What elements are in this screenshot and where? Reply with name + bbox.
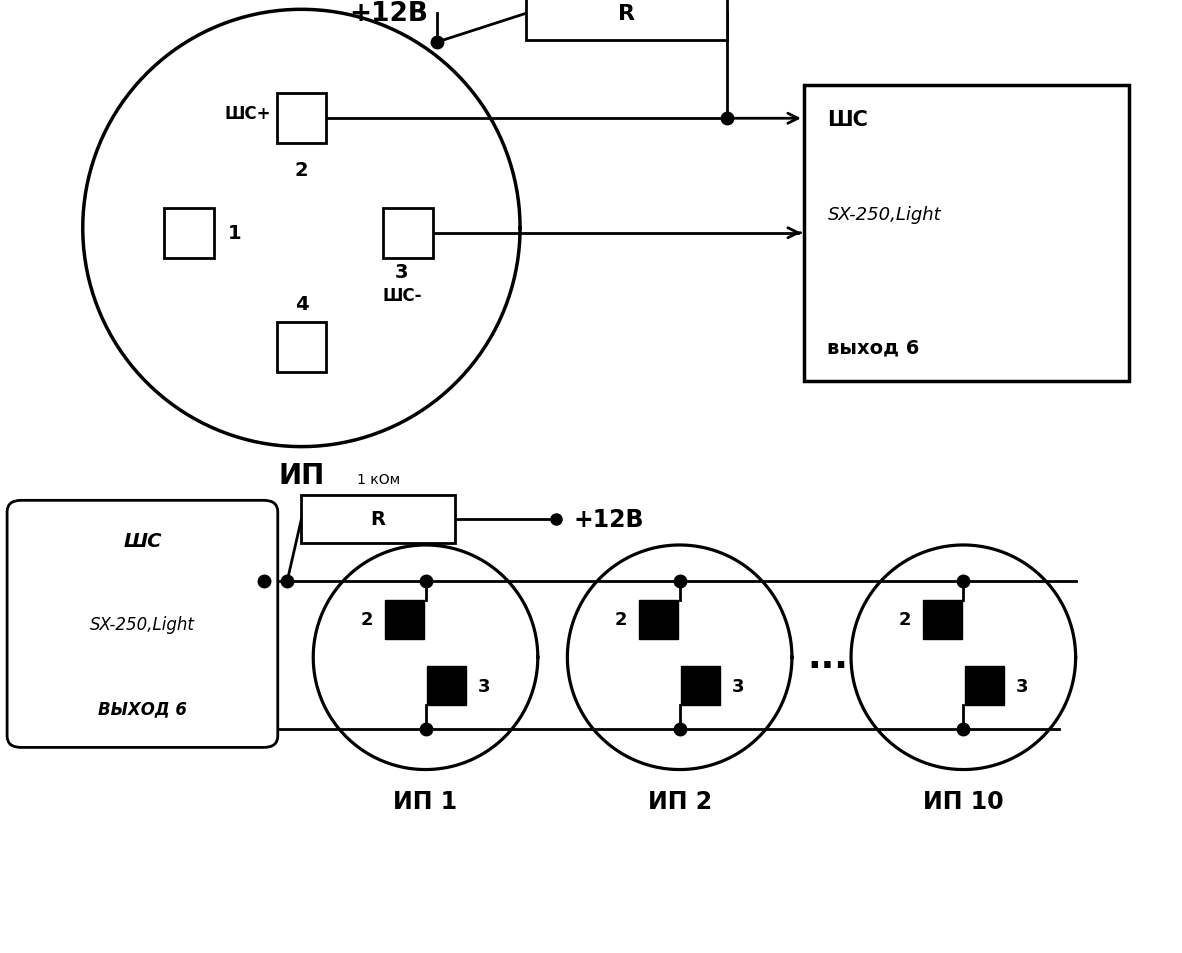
Bar — [681, 667, 721, 705]
Text: 1 кОм: 1 кОм — [357, 472, 400, 486]
Text: выход 6: выход 6 — [827, 338, 920, 357]
Bar — [277, 323, 326, 373]
Text: ИП 2: ИП 2 — [648, 789, 712, 813]
Text: 3: 3 — [732, 678, 745, 695]
Bar — [384, 600, 423, 639]
Text: 3: 3 — [395, 263, 408, 282]
Text: ВЫХОД 6: ВЫХОД 6 — [98, 700, 187, 718]
Text: 2: 2 — [898, 611, 910, 628]
Bar — [965, 667, 1005, 705]
Text: ШС+: ШС+ — [225, 106, 271, 123]
Text: 2: 2 — [615, 611, 626, 628]
Bar — [164, 209, 214, 258]
Bar — [428, 667, 466, 705]
Text: ИП 1: ИП 1 — [394, 789, 457, 813]
Text: +12В: +12В — [349, 1, 428, 28]
Text: 3: 3 — [478, 678, 491, 695]
Text: 2: 2 — [294, 161, 309, 180]
Bar — [804, 86, 1129, 381]
Text: 1: 1 — [228, 224, 242, 243]
Text: 4: 4 — [294, 294, 309, 314]
FancyBboxPatch shape — [7, 501, 278, 748]
Text: +12В: +12В — [573, 507, 644, 532]
Text: SX-250,Light: SX-250,Light — [90, 616, 195, 633]
Text: ШС-: ШС- — [382, 287, 422, 305]
Text: ШС: ШС — [123, 532, 162, 550]
Text: SX-250,Light: SX-250,Light — [827, 206, 941, 223]
Text: 2: 2 — [361, 611, 372, 628]
Bar — [277, 94, 326, 144]
Bar — [922, 600, 962, 639]
Bar — [638, 600, 678, 639]
Text: R: R — [371, 510, 385, 529]
Bar — [301, 496, 455, 543]
Text: R: R — [618, 5, 635, 24]
Text: ШС: ШС — [827, 110, 869, 130]
Text: 3: 3 — [1015, 678, 1028, 695]
Text: ...: ... — [807, 640, 847, 675]
Bar — [383, 209, 433, 258]
Text: ИП: ИП — [278, 461, 325, 490]
Bar — [526, 0, 727, 40]
Text: ИП 10: ИП 10 — [923, 789, 1004, 813]
